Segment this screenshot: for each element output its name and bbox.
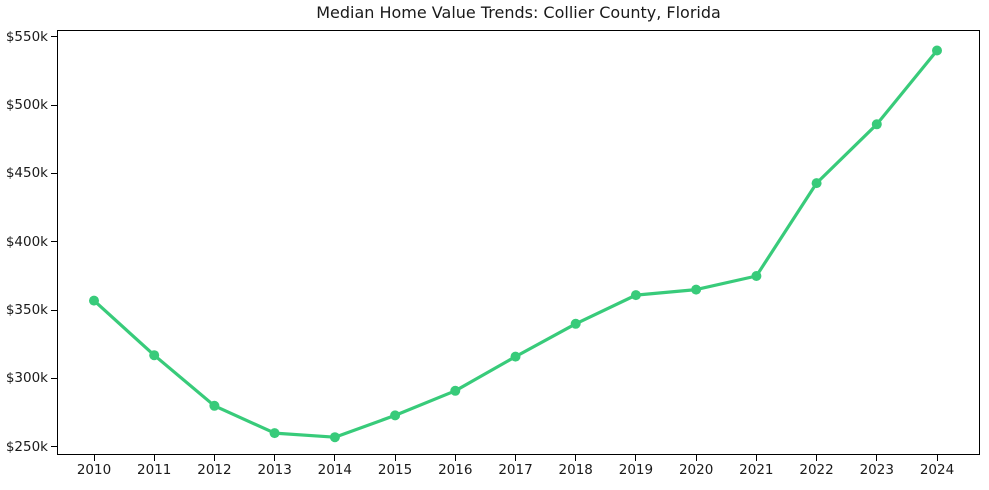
y-tick-mark	[51, 172, 57, 174]
y-tick-mark	[51, 36, 57, 38]
y-tick-mark	[51, 104, 57, 106]
x-tick-label: 2011	[137, 462, 172, 478]
x-tick-label: 2016	[438, 462, 473, 478]
x-tick-label: 2019	[618, 462, 654, 478]
x-tick-mark	[816, 455, 818, 461]
x-tick-label: 2024	[919, 462, 955, 478]
x-tick-label: 2010	[76, 462, 112, 478]
x-tick-label: 2014	[317, 462, 353, 478]
y-tick-label: $250k	[5, 438, 48, 455]
y-tick-label: $350k	[5, 302, 48, 319]
x-tick-mark	[454, 455, 456, 461]
y-tick-mark	[51, 241, 57, 243]
x-tick-label: 2020	[678, 462, 714, 478]
y-tick-label: $550k	[5, 28, 48, 45]
y-tick-label: $300k	[5, 370, 48, 387]
x-tick-mark	[635, 455, 637, 461]
x-tick-mark	[936, 455, 938, 461]
x-tick-mark	[394, 455, 396, 461]
x-tick-label: 2018	[558, 462, 593, 478]
x-tick-label: 2012	[197, 462, 232, 478]
y-tick-mark	[51, 309, 57, 311]
x-tick-label: 2023	[859, 462, 894, 478]
x-tick-mark	[334, 455, 336, 461]
chart-title: Median Home Value Trends: Collier County…	[316, 3, 721, 22]
x-tick-label: 2017	[498, 462, 533, 478]
x-tick-mark	[153, 455, 155, 461]
x-tick-label: 2015	[377, 462, 413, 478]
x-tick-mark	[93, 455, 95, 461]
x-tick-label: 2022	[799, 462, 834, 478]
x-tick-mark	[876, 455, 878, 461]
x-tick-mark	[695, 455, 697, 461]
x-tick-label: 2021	[739, 462, 774, 478]
y-tick-mark	[51, 446, 57, 448]
x-tick-mark	[515, 455, 516, 461]
y-tick-label: $500k	[5, 97, 48, 114]
x-tick-mark	[755, 455, 757, 461]
x-tick-mark	[213, 455, 215, 461]
x-tick-mark	[274, 455, 276, 461]
y-tick-mark	[51, 377, 57, 379]
y-tick-label: $400k	[5, 233, 48, 250]
x-tick-label: 2013	[257, 462, 292, 478]
y-tick-label: $450k	[5, 165, 48, 182]
x-tick-mark	[575, 455, 577, 461]
plot-area	[57, 30, 980, 455]
